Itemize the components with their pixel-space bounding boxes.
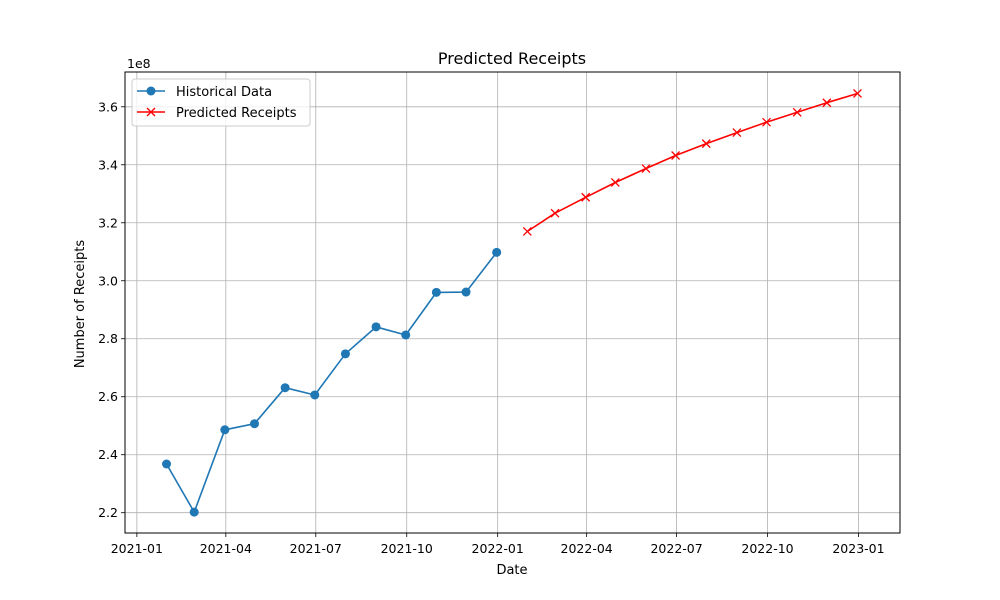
data-point-predicted-receipts xyxy=(522,227,532,236)
data-point-historical-data xyxy=(189,507,199,517)
data-point-predicted-receipts xyxy=(822,98,832,108)
y-tick-label: 2.4 xyxy=(98,447,118,462)
y-tick-label: 2.6 xyxy=(98,389,118,404)
x-tick-label: 2021-07 xyxy=(290,541,342,556)
data-point-historical-data xyxy=(371,322,381,332)
data-point-historical-data xyxy=(461,287,471,297)
data-point-predicted-receipts xyxy=(701,139,711,149)
data-point-predicted-receipts xyxy=(671,151,681,160)
data-point-predicted-receipts xyxy=(610,178,620,187)
x-tick-label: 2021-10 xyxy=(381,541,433,556)
x-tick-label: 2021-01 xyxy=(111,541,163,556)
data-point-historical-data xyxy=(492,247,502,257)
x-axis: 2021-01 2021-04 2021-07 2021-10 2022-01 2022-… xyxy=(111,533,885,556)
legend: Historical Data Predicted Receipts xyxy=(131,78,311,127)
y-tick-label: 3.2 xyxy=(98,215,118,230)
x-tick-label: 2022-01 xyxy=(472,541,524,556)
data-point-historical-data xyxy=(431,287,441,297)
data-point-predicted-receipts xyxy=(581,192,591,202)
legend-frame xyxy=(131,78,311,127)
chart-title: Predicted Receipts xyxy=(438,49,586,68)
data-point-historical-data xyxy=(220,425,230,435)
x-tick-label: 2022-10 xyxy=(741,541,793,556)
legend-marker-historical xyxy=(146,86,156,96)
data-point-historical-data xyxy=(249,419,259,429)
x-tick-label: 2022-07 xyxy=(650,541,702,556)
y-tick-label: 3.4 xyxy=(98,157,118,172)
series-layer xyxy=(162,88,862,517)
y-axis-label: Number of Receipts xyxy=(73,240,88,369)
data-point-historical-data xyxy=(162,459,172,469)
legend-marker-predicted xyxy=(146,107,156,117)
y-tick-label: 2.8 xyxy=(98,331,118,346)
legend-label-predicted: Predicted Receipts xyxy=(176,106,297,121)
y-axis-offset-label: 1e8 xyxy=(127,56,151,71)
data-point-historical-data xyxy=(401,330,411,340)
x-tick-label: 2023-01 xyxy=(832,541,884,556)
x-tick-label: 2021-04 xyxy=(200,541,252,556)
y-axis: 2.2 2.4 2.6 2.8 3.0 3.2 3.4 3.6 xyxy=(98,99,125,520)
x-tick-label: 2022-04 xyxy=(561,541,613,556)
plot-area xyxy=(124,71,901,534)
series-line-historical-data xyxy=(165,251,498,513)
y-tick-label: 2.2 xyxy=(98,505,118,520)
y-tick-label: 3.6 xyxy=(98,99,118,114)
data-point-historical-data xyxy=(340,349,350,359)
series-line-predicted-receipts xyxy=(526,92,858,233)
x-axis-label: Date xyxy=(496,563,527,578)
data-point-predicted-receipts xyxy=(732,128,742,138)
data-point-historical-data xyxy=(280,383,290,393)
data-point-historical-data xyxy=(310,390,320,400)
data-point-predicted-receipts xyxy=(853,88,862,98)
grid xyxy=(125,72,900,533)
data-point-predicted-receipts xyxy=(641,164,651,174)
data-point-predicted-receipts xyxy=(762,117,772,127)
legend-label-historical: Historical Data xyxy=(176,85,272,100)
y-tick-label: 3.0 xyxy=(98,273,118,288)
data-point-predicted-receipts xyxy=(792,107,802,117)
data-point-predicted-receipts xyxy=(550,208,560,218)
